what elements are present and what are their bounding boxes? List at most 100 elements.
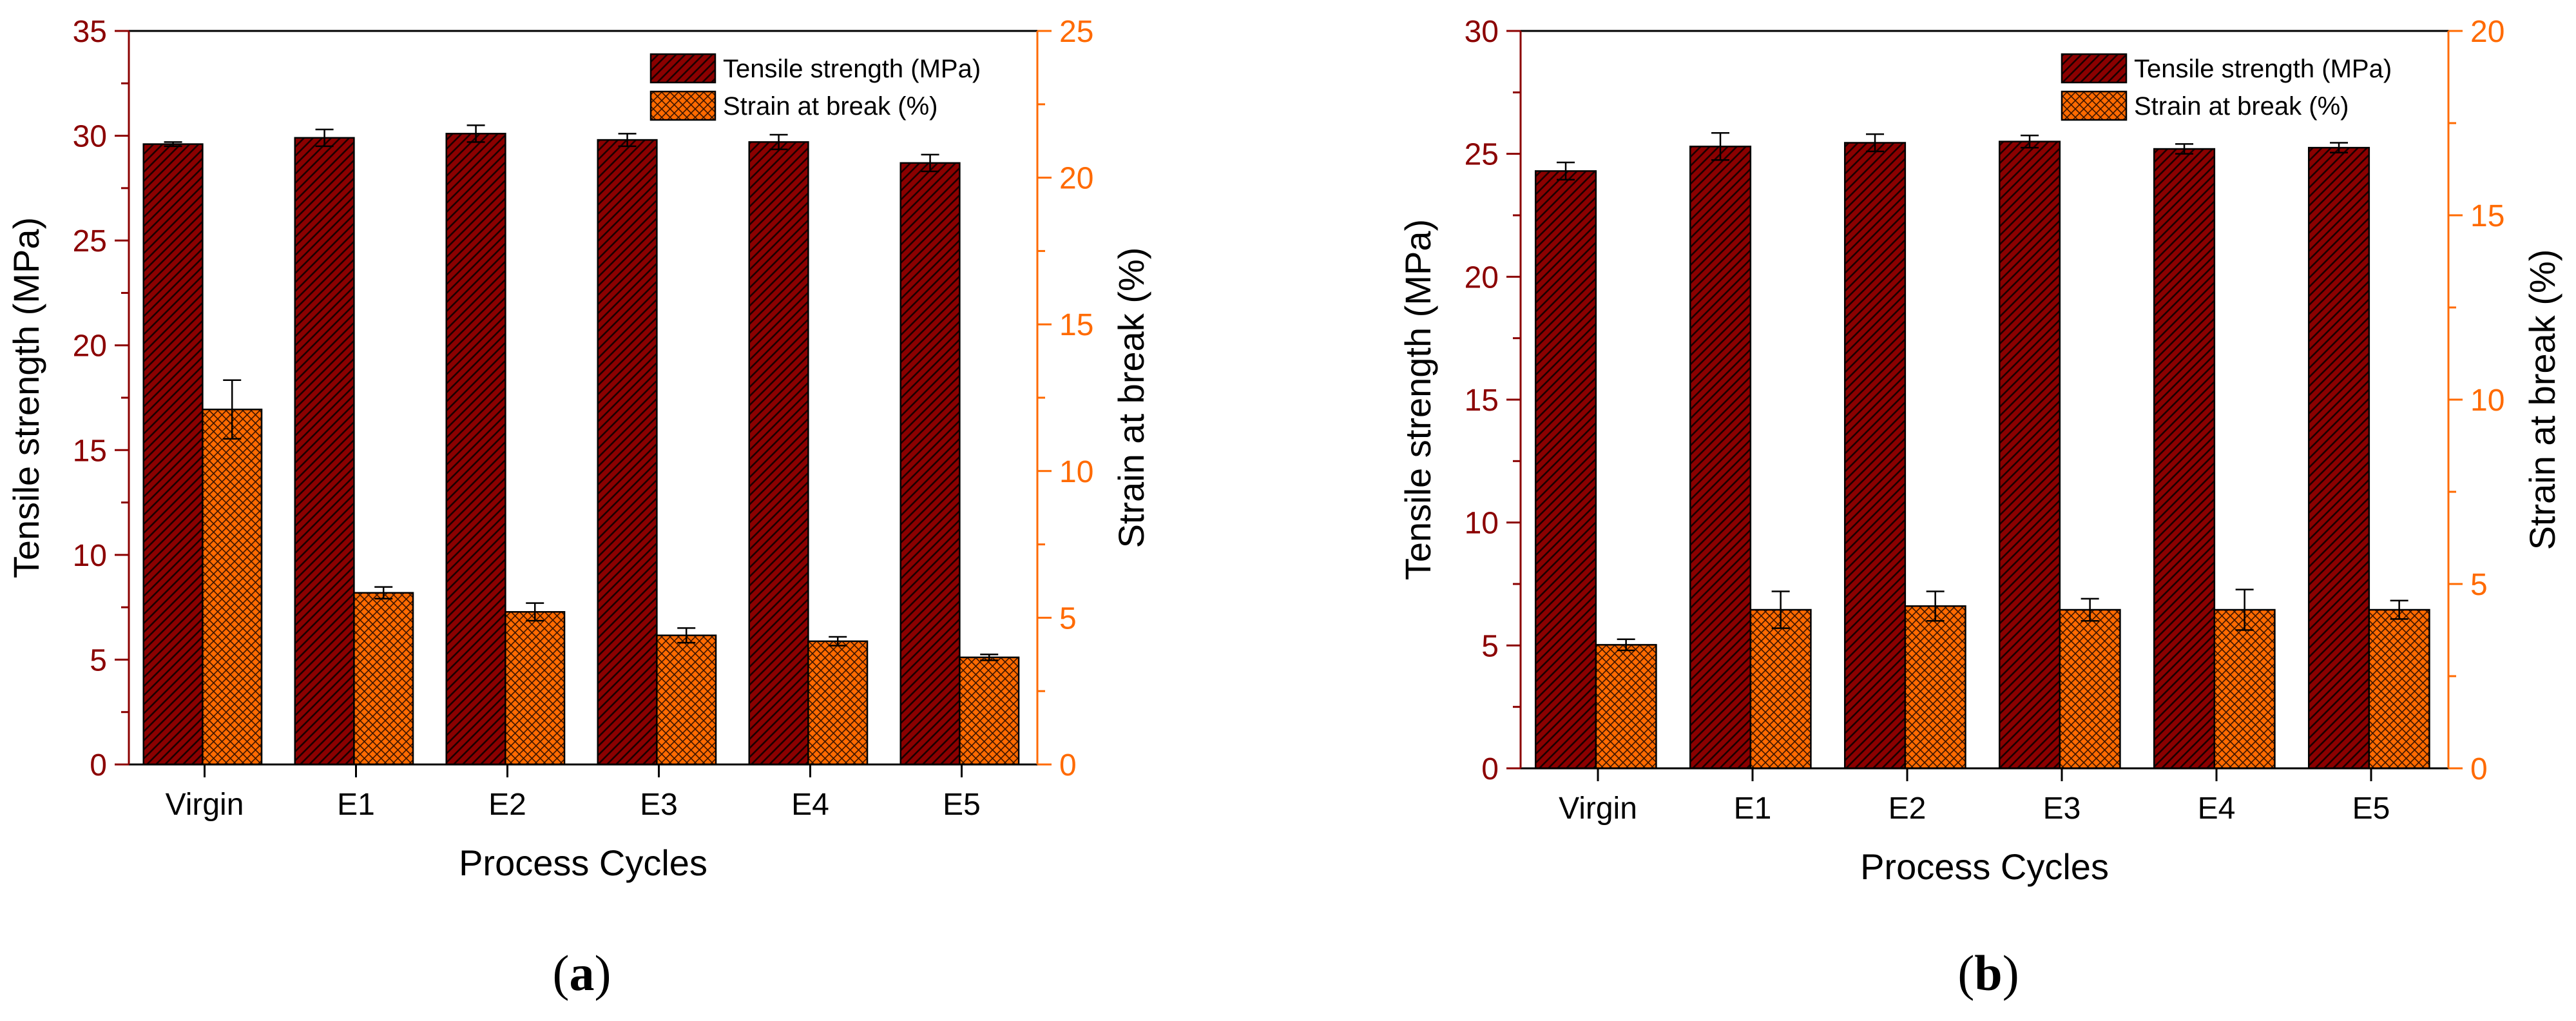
bar-tensile-e1 — [1689, 145, 1752, 770]
legend-swatch-tensile — [649, 53, 716, 84]
bar-tensile-e5 — [2307, 146, 2370, 770]
bar-tensile-virgin — [142, 143, 204, 766]
errorbar-tensile-e4 — [2175, 143, 2194, 155]
legend-swatch-strain — [649, 90, 716, 121]
bar-strain-e5 — [2368, 608, 2430, 770]
errorbar-tensile-e2 — [1866, 133, 1885, 153]
errorbar-strain-e4 — [829, 636, 847, 647]
x-tick-label: E2 — [1889, 792, 1927, 826]
bar-strain-e5 — [959, 656, 1020, 766]
left-tick-label: 25 — [1465, 138, 1499, 172]
legend-swatch-tensile — [2061, 53, 2128, 84]
bar-strain-e3 — [656, 634, 717, 766]
bar-strain-virgin — [202, 408, 263, 766]
legend: Tensile strength (MPa) Strain at break (%… — [649, 53, 981, 121]
bar-tensile-e1 — [294, 137, 355, 766]
right-tick-label: 25 — [1059, 15, 1093, 49]
x-tick-label: E5 — [943, 788, 981, 822]
bar-strain-e2 — [1904, 605, 1966, 770]
legend-swatch-strain — [2061, 90, 2128, 121]
bar-tensile-e2 — [1843, 142, 1907, 770]
bar-strain-virgin — [1595, 644, 1657, 770]
errorbar-tensile-e1 — [315, 128, 334, 148]
right-tick-label: 0 — [1059, 748, 1077, 783]
right-tick-label: 15 — [1059, 308, 1093, 342]
left-tick-label: 15 — [73, 434, 107, 468]
right-axis-ticks: 0 5 10 15 20 25 — [1037, 15, 1093, 783]
legend-label-strain: Strain at break (%) — [723, 92, 937, 121]
errorbar-tensile-virgin — [164, 141, 182, 148]
bar-strain-e4 — [807, 640, 869, 766]
y-axis-title-right: Strain at break (%) — [1111, 248, 1151, 549]
bar-strain-e3 — [2059, 608, 2121, 770]
x-tick-label: E1 — [337, 788, 375, 822]
left-tick-label: 20 — [1465, 260, 1499, 295]
x-tick-label: E3 — [640, 788, 678, 822]
right-tick-label: 15 — [2470, 199, 2504, 233]
errorbar-tensile-e1 — [1711, 132, 1730, 161]
left-tick-label: 35 — [73, 15, 107, 49]
x-axis-title: Process Cycles — [459, 842, 707, 883]
errorbar-tensile-e5 — [2330, 142, 2349, 154]
errorbar-tensile-e2 — [466, 124, 485, 143]
errorbar-strain-e5 — [2390, 599, 2408, 620]
bar-tensile-virgin — [1534, 170, 1597, 770]
left-axis-ticks: 0 5 10 15 20 25 30 35 — [73, 15, 129, 783]
bar-tensile-e4 — [2153, 148, 2216, 770]
left-tick-label: 5 — [1481, 629, 1499, 663]
x-tick-label: E3 — [2043, 792, 2081, 826]
errorbar-tensile-e4 — [769, 133, 788, 150]
chart-panel-a: 0 5 10 15 20 25 30 35 0 5 10 15 20 25 Virgin E1 E2 E3 E4 E5… — [6, 15, 1151, 1001]
right-tick-label: 5 — [2470, 568, 2488, 602]
errorbar-strain-e5 — [980, 654, 999, 661]
y-axis-title-left: Tensile strength (MPa) — [1398, 219, 1438, 580]
bar-strain-e4 — [2213, 608, 2276, 770]
x-axis-title: Process Cycles — [1860, 846, 2109, 887]
right-axis-ticks: 0 5 10 15 20 — [2448, 15, 2504, 786]
left-tick-label: 25 — [73, 224, 107, 258]
x-tick-label: E4 — [791, 788, 829, 822]
errorbar-tensile-virgin — [1557, 161, 1575, 180]
errorbar-strain-virgin — [223, 379, 242, 440]
right-tick-label: 10 — [1059, 455, 1093, 489]
left-tick-label: 10 — [73, 539, 107, 573]
x-axis: Virgin E1 E2 E3 E4 E5 — [1559, 768, 2390, 826]
errorbar-tensile-e5 — [921, 153, 939, 173]
right-tick-label: 5 — [1059, 601, 1077, 636]
bar-strain-e1 — [1749, 608, 1812, 770]
left-tick-label: 10 — [1465, 507, 1499, 541]
bar-tensile-e5 — [899, 162, 961, 766]
left-tick-label: 30 — [1465, 15, 1499, 49]
y-axis-title-right: Strain at break (%) — [2522, 249, 2562, 550]
legend-label-strain: Strain at break (%) — [2134, 92, 2349, 121]
sub-label-b: (b) — [1957, 945, 2019, 1001]
chart-a: 0 5 10 15 20 25 30 35 0 5 10 15 20 25 Virgin E1 E2 E3 E4 E5… — [6, 15, 1151, 883]
errorbar-strain-e2 — [526, 602, 544, 622]
sub-label-a: (a) — [552, 945, 611, 1001]
errorbar-strain-virgin — [1617, 638, 1635, 652]
y-axis-title-left: Tensile strength (MPa) — [6, 217, 46, 578]
legend-label-tensile: Tensile strength (MPa) — [2134, 55, 2392, 83]
chart-panel-b: 0 5 10 15 20 25 30 0 5 10 15 20 Virgin E1 E2 E3 E4 E5 Proc… — [1288, 0, 2576, 1021]
bar-strain-e2 — [505, 611, 566, 766]
right-tick-label: 20 — [1059, 162, 1093, 196]
left-tick-label: 0 — [90, 748, 107, 783]
x-tick-label: Virgin — [1559, 792, 1637, 826]
errorbar-strain-e4 — [2235, 588, 2254, 631]
errorbar-strain-e3 — [2081, 598, 2099, 622]
legend: Tensile strength (MPa) Strain at break (%… — [2061, 53, 2392, 121]
bar-tensile-e4 — [748, 141, 809, 766]
left-tick-label: 5 — [90, 643, 107, 677]
bar-tensile-e3 — [1998, 141, 2061, 770]
errorbar-tensile-e3 — [2021, 134, 2039, 149]
chart-b: 0 5 10 15 20 25 30 0 5 10 15 20 Virgin E1 E2 E3 E4 E5 Proc… — [1398, 15, 2562, 887]
x-tick-label: E2 — [488, 788, 526, 822]
right-tick-label: 0 — [2470, 752, 2488, 786]
legend-label-tensile: Tensile strength (MPa) — [723, 55, 981, 83]
x-tick-label: Virgin — [166, 788, 244, 822]
x-tick-label: E1 — [1734, 792, 1772, 826]
errorbar-strain-e1 — [1771, 590, 1790, 629]
right-tick-label: 20 — [2470, 15, 2504, 49]
left-axis-ticks: 0 5 10 15 20 25 30 — [1465, 15, 1521, 786]
left-tick-label: 30 — [73, 120, 107, 154]
